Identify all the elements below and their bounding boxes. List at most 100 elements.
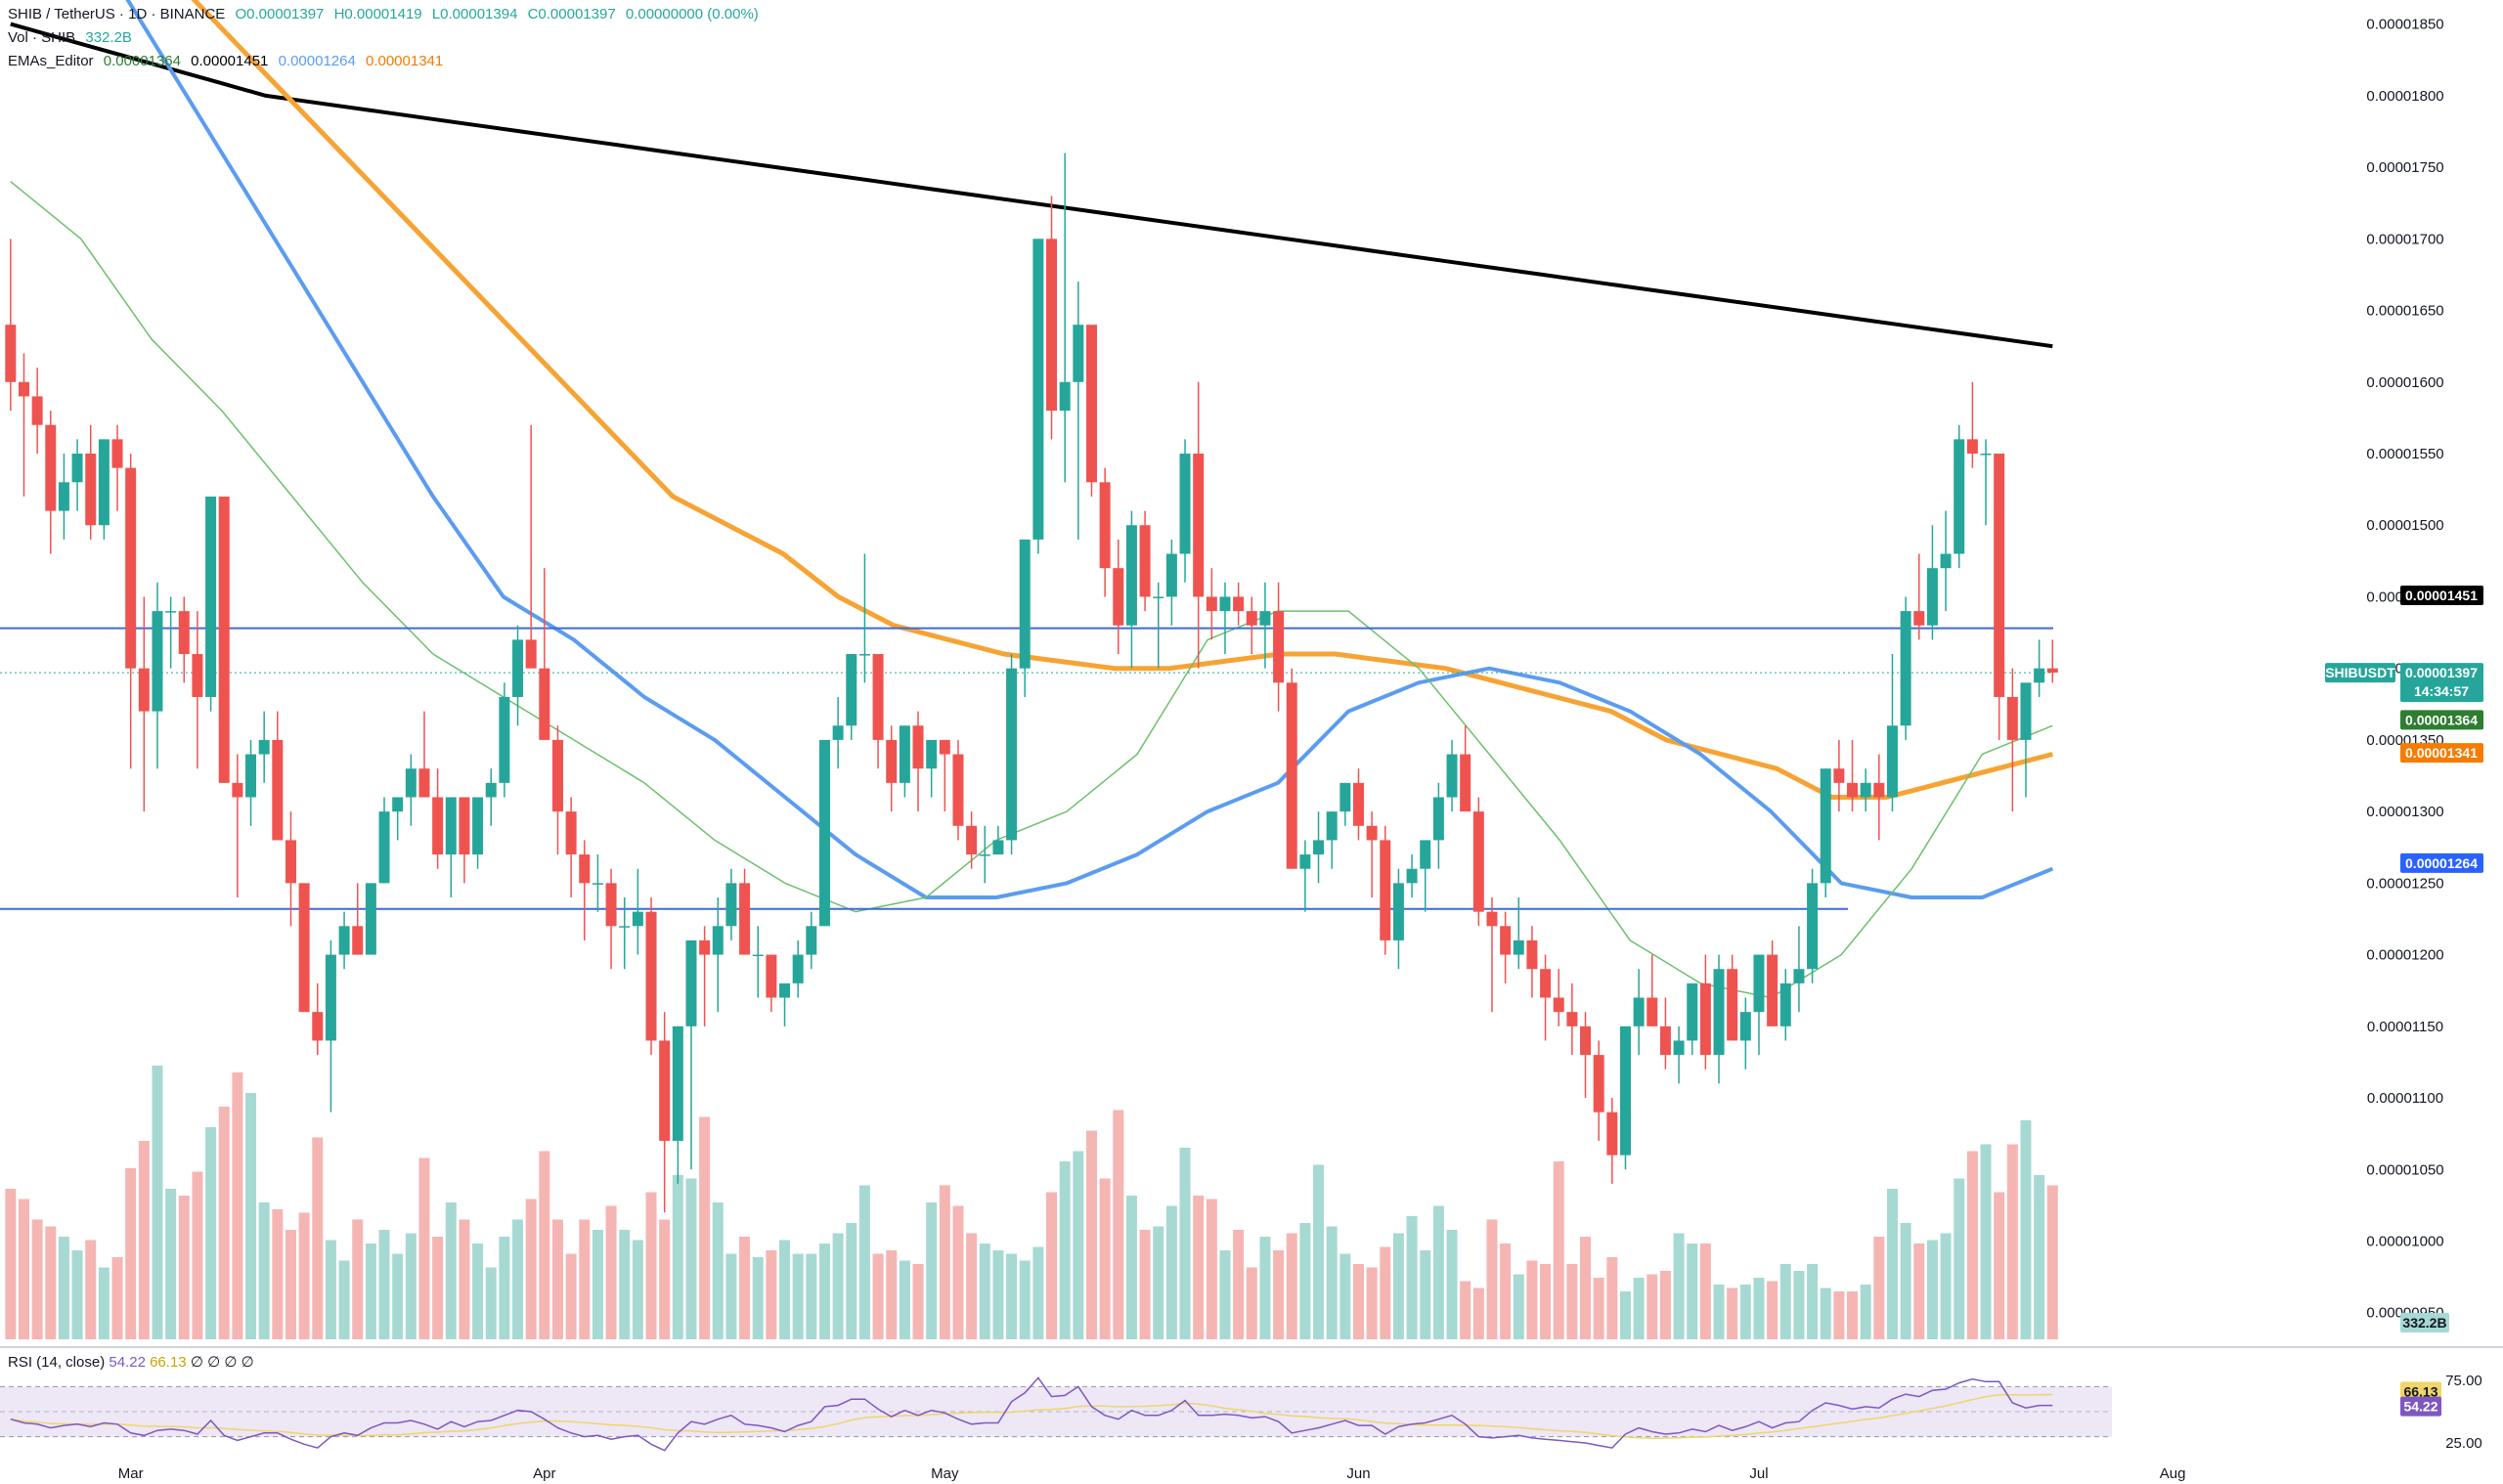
rsi-value-tag [2400,1396,2441,1417]
price-tick-label: 0.00001750 [2366,159,2443,176]
candle-body [1326,811,1338,841]
volume-bar [1820,1288,1831,1339]
volume-bar [1699,1244,1711,1339]
candle-body [939,739,950,755]
volume-bar [1193,1196,1205,1339]
symbol-legend[interactable]: SHIB / TetherUS · 1D · BINANCE O0.000013… [8,6,765,22]
volume-bar [539,1151,550,1339]
volume-bar [459,1219,470,1339]
candle-body [432,797,444,855]
volume-bar [592,1230,603,1339]
volume-bar [1500,1244,1512,1339]
candle-body [1472,811,1484,912]
rsi-value-tag-label: 54.22 [2403,1399,2437,1415]
volume-bar [1580,1237,1592,1339]
candle-body [1406,868,1418,884]
volume-bar [605,1205,617,1339]
volume-bar [979,1244,990,1339]
volume-bar [1739,1285,1751,1339]
candle-body [1767,954,1778,1026]
volume-bar [5,1189,17,1339]
candle-body [1032,239,1044,540]
candle-body [71,454,83,483]
candle-body [1219,596,1231,612]
volume-bar [298,1212,310,1339]
price-tag [2400,585,2483,605]
volume-bar [1913,1244,1925,1339]
rsi-tick-label: 75.00 [2445,1373,2482,1389]
volume-bar [2006,1144,2018,1339]
volume-bar [1273,1250,1285,1339]
candle-body [1460,754,1471,812]
candle-body [312,1012,324,1041]
ema-legend[interactable]: EMAs_Editor 0.00001364 0.00001451 0.0000… [8,53,449,69]
volume-bar [1246,1267,1257,1339]
ema-value-orange: 0.00001341 [365,53,444,69]
candle-body [1513,939,1524,955]
volume-bar [1139,1230,1151,1339]
volume-bar [1472,1288,1484,1339]
candlesticks [5,153,2058,1213]
candle-body [1673,1040,1685,1056]
volume-bar [1926,1240,1938,1339]
candle-body [1019,539,1031,669]
candle-body [832,725,844,740]
rsi-legend[interactable]: RSI (14, close) 54.22 66.13 ∅ ∅ ∅ ∅ [8,1353,254,1371]
volume-bar [232,1072,243,1339]
candle-body [1273,611,1285,683]
volume-bar [1366,1267,1378,1339]
candle-body [1165,553,1177,597]
volume-bar [499,1237,510,1339]
rsi-label: RSI (14, close) [8,1354,106,1371]
candle-body [338,926,350,955]
volume-bar [418,1157,430,1339]
price-tick-label: 0.00001600 [2366,374,2443,391]
volume-bar [2034,1175,2045,1339]
volume-bar [218,1107,230,1339]
volume-bar [245,1093,257,1339]
volume-bar [1165,1205,1177,1339]
volume-bar [1980,1144,1992,1339]
price-tick-label: 0.00001250 [2366,875,2443,892]
candle-body [926,739,938,769]
volume-bar [178,1196,190,1339]
volume-bar [258,1202,270,1339]
candle-body [1153,596,1164,598]
candle-body [818,739,830,927]
volume-bar [98,1267,110,1339]
candle-body [5,325,17,382]
ema-blue-line [125,0,2054,899]
volume-bar [1113,1110,1124,1339]
symbol-tag-label: SHIBUSDT [2325,665,2395,680]
volume-bar [1179,1148,1191,1339]
candle-body [1739,1012,1751,1041]
volume-bar [1032,1246,1044,1339]
candle-body [525,639,537,669]
price-tick-label: 0.00001700 [2366,231,2443,247]
candle-body [1647,997,1658,1026]
volume-bar [1299,1223,1311,1339]
rsi-value-tag-label: 66.13 [2403,1383,2437,1399]
last-price-label: 0.00001397 [2405,665,2478,680]
candle-body [1687,982,1698,1041]
volume-bar [1153,1226,1164,1339]
candle-body [579,854,591,884]
candle-body [1286,682,1297,869]
volume-bar [579,1219,591,1339]
candle-body [605,883,617,927]
volume-bar [1085,1130,1097,1339]
candle-body [272,739,284,841]
change-value: 0.00000000 (0.00%) [625,6,759,22]
volume-bar [445,1202,457,1339]
price-tick-label: 0.00001550 [2366,446,2443,462]
volume-legend[interactable]: Vol · SHIB 332.2B [8,29,138,46]
candle-body [846,654,857,726]
candle-body [472,797,484,855]
volume-bar [818,1244,830,1339]
volume-bar [1125,1196,1137,1339]
candle-body [979,854,990,856]
candle-body [1994,454,2005,697]
candle-body [872,654,884,740]
close-value: C0.00001397 [527,6,616,22]
